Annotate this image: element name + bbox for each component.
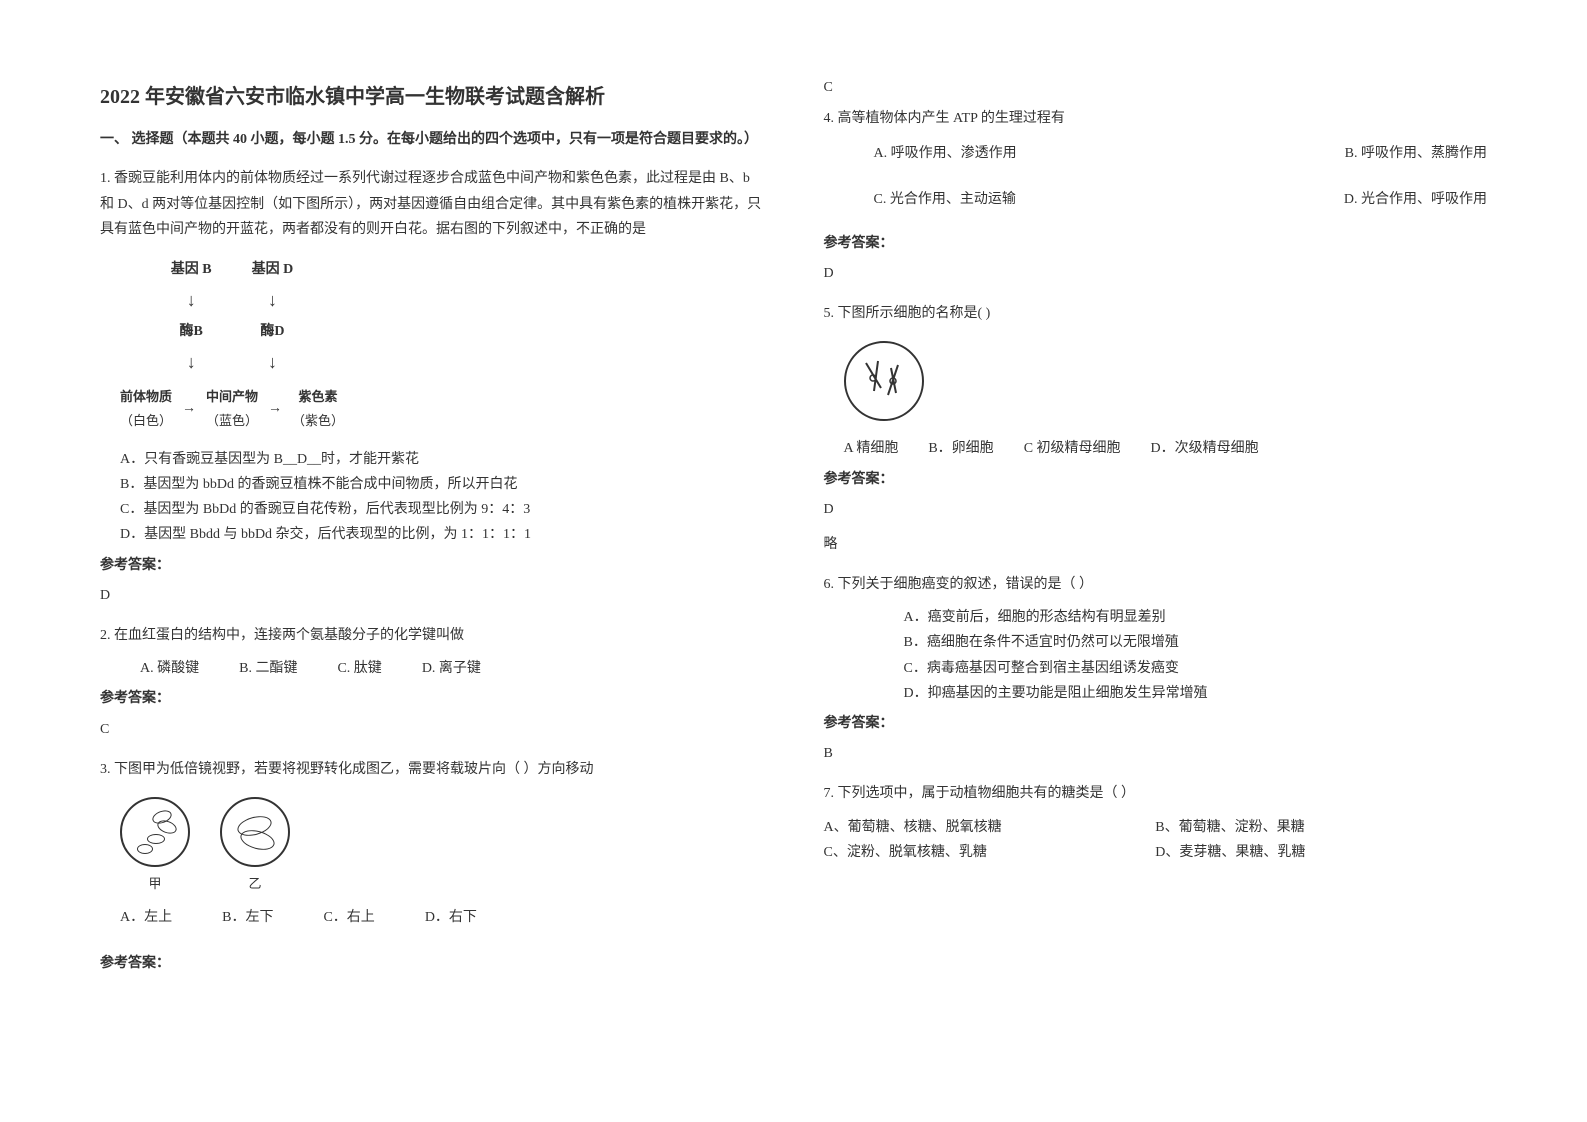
- q3-diagram: 甲 乙: [120, 797, 764, 895]
- q4-opt-a: A. 呼吸作用、渗透作用: [824, 139, 1017, 170]
- q3-answer: C: [824, 80, 1488, 96]
- left-column: 2022 年安徽省六安市临水镇中学高一生物联考试题含解析 一、 选择题（本题共 …: [100, 80, 764, 1042]
- q3-opt-a: A．左上: [120, 905, 172, 930]
- q6-opt-a: A．癌变前后，细胞的形态结构有明显差别: [904, 605, 1488, 630]
- arrow-icon: ↓: [252, 284, 294, 316]
- q4-text: 4. 高等植物体内产生 ATP 的生理过程有: [824, 106, 1488, 131]
- precursor-label: 前体物质: [120, 385, 172, 408]
- question-2: 2. 在血红蛋白的结构中，连接两个氨基酸分子的化学键叫做 A. 磷酸键 B. 二…: [100, 623, 764, 742]
- q1-diagram: 基因 B ↓ 酶B ↓ 基因 D ↓ 酶D ↓ 前体物质 （: [120, 257, 764, 432]
- q5-text: 5. 下图所示细胞的名称是( ): [824, 301, 1488, 326]
- q7-opt-c: C、淀粉、脱氧核糖、乳糖: [824, 840, 1156, 865]
- question-6: 6. 下列关于细胞癌变的叙述，错误的是（ ） A．癌变前后，细胞的形态结构有明显…: [824, 572, 1488, 766]
- q3-opt-c: C．右上: [323, 905, 374, 930]
- q2-opt-a: A. 磷酸键: [140, 656, 199, 681]
- view-label-b: 乙: [220, 872, 290, 895]
- intermediate-sub: （蓝色）: [206, 409, 258, 432]
- arrow-icon: ↓: [252, 346, 294, 378]
- q6-opt-c: C．病毒癌基因可整合到宿主基因组诱发癌变: [904, 656, 1488, 681]
- q7-opt-b: B、葡萄糖、淀粉、果糖: [1155, 815, 1487, 840]
- q1-opt-a: A．只有香豌豆基因型为 B__D__时，才能开紫花: [120, 447, 764, 472]
- question-1: 1. 香豌豆能利用体内的前体物质经过一系列代谢过程逐步合成蓝色中间产物和紫色色素…: [100, 166, 764, 608]
- q6-opt-b: B．癌细胞在条件不适宜时仍然可以无限增殖: [904, 630, 1488, 655]
- q1-opt-c: C．基因型为 BbDd 的香豌豆自花传粉，后代表现型比例为 9：4：3: [120, 497, 764, 522]
- q4-opt-c: C. 光合作用、主动运输: [824, 185, 1016, 216]
- q7-opt-a: A、葡萄糖、核糖、脱氧核糖: [824, 815, 1156, 840]
- right-column: C 4. 高等植物体内产生 ATP 的生理过程有 A. 呼吸作用、渗透作用 B.…: [824, 80, 1488, 1042]
- q5-opt-d: D．次级精母细胞: [1151, 436, 1259, 461]
- q1-opt-d: D．基因型 Bbdd 与 bbDd 杂交，后代表现型的比例，为 1：1：1：1: [120, 522, 764, 547]
- arrow-icon: ↓: [171, 346, 212, 378]
- q4-answer: D: [824, 261, 1488, 286]
- pigment-sub: （紫色）: [292, 409, 344, 432]
- q5-opt-b: B．卵细胞: [928, 436, 993, 461]
- q6-answer: B: [824, 741, 1488, 766]
- q2-answer-label: 参考答案：: [100, 686, 764, 711]
- view-label-a: 甲: [120, 872, 190, 895]
- q2-opt-c: C. 肽键: [337, 656, 381, 681]
- q6-opt-d: D．抑癌基因的主要功能是阻止细胞发生异常增殖: [904, 681, 1488, 706]
- q3-opt-d: D．右下: [425, 905, 477, 930]
- page-title: 2022 年安徽省六安市临水镇中学高一生物联考试题含解析: [100, 80, 764, 109]
- arrow-icon: →: [182, 396, 196, 421]
- enzyme-d-label: 酶D: [252, 319, 294, 344]
- arrow-icon: ↓: [171, 284, 212, 316]
- question-7: 7. 下列选项中，属于动植物细胞共有的糖类是（ ） A、葡萄糖、核糖、脱氧核糖 …: [824, 781, 1488, 865]
- q5-opt-a: A 精细胞: [844, 436, 899, 461]
- intermediate-label: 中间产物: [206, 385, 258, 408]
- q1-answer-label: 参考答案：: [100, 553, 764, 578]
- microscope-view-a: [120, 797, 190, 867]
- q2-answer: C: [100, 717, 764, 742]
- question-5: 5. 下图所示细胞的名称是( ) A 精细胞 B．卵细胞 C 初级精母细胞 D．…: [824, 301, 1488, 557]
- q6-answer-label: 参考答案：: [824, 711, 1488, 736]
- enzyme-b-label: 酶B: [171, 319, 212, 344]
- q2-opt-d: D. 离子键: [422, 656, 481, 681]
- q5-answer-label: 参考答案：: [824, 467, 1488, 492]
- section-header: 一、 选择题（本题共 40 小题，每小题 1.5 分。在每小题给出的四个选项中，…: [100, 129, 764, 151]
- q3-answer-label: 参考答案：: [100, 951, 764, 976]
- q7-text: 7. 下列选项中，属于动植物细胞共有的糖类是（ ）: [824, 781, 1488, 806]
- precursor-sub: （白色）: [120, 409, 172, 432]
- question-4: 4. 高等植物体内产生 ATP 的生理过程有 A. 呼吸作用、渗透作用 B. 呼…: [824, 106, 1488, 286]
- q4-answer-label: 参考答案：: [824, 231, 1488, 256]
- q3-opt-b: B．左下: [222, 905, 273, 930]
- cell-icon: [846, 343, 922, 419]
- q5-cell-diagram: [844, 341, 924, 421]
- q4-opt-b: B. 呼吸作用、蒸腾作用: [1345, 139, 1487, 170]
- pigment-label: 紫色素: [292, 385, 344, 408]
- q2-text: 2. 在血红蛋白的结构中，连接两个氨基酸分子的化学键叫做: [100, 623, 764, 648]
- q1-answer: D: [100, 583, 764, 608]
- microscope-view-b: [220, 797, 290, 867]
- q3-text: 3. 下图甲为低倍镜视野，若要将视野转化成图乙，需要将载玻片向（ ）方向移动: [100, 757, 764, 782]
- question-3: 3. 下图甲为低倍镜视野，若要将视野转化成图乙，需要将载玻片向（ ）方向移动 甲…: [100, 757, 764, 976]
- q2-opt-b: B. 二酯键: [239, 656, 297, 681]
- q1-opt-b: B．基因型为 bbDd 的香豌豆植株不能合成中间物质，所以开白花: [120, 472, 764, 497]
- gene-b-label: 基因 B: [171, 257, 212, 282]
- q5-answer: D: [824, 497, 1488, 522]
- q5-opt-c: C 初级精母细胞: [1024, 436, 1121, 461]
- q5-note: 略: [824, 532, 1488, 557]
- q1-text: 1. 香豌豆能利用体内的前体物质经过一系列代谢过程逐步合成蓝色中间产物和紫色色素…: [100, 166, 764, 242]
- q7-opt-d: D、麦芽糖、果糖、乳糖: [1155, 840, 1487, 865]
- q4-opt-d: D. 光合作用、呼吸作用: [1344, 185, 1487, 216]
- gene-d-label: 基因 D: [252, 257, 294, 282]
- q6-text: 6. 下列关于细胞癌变的叙述，错误的是（ ）: [824, 572, 1488, 597]
- arrow-icon: →: [268, 396, 282, 421]
